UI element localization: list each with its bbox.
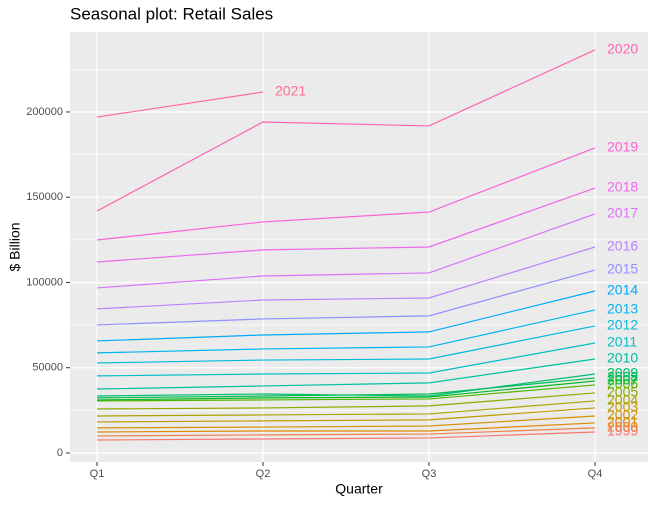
series-line [96,373,596,397]
series-label: 2015 [607,261,638,277]
series-label: 2007 [607,372,638,388]
series-line [96,427,596,437]
series-line [96,269,596,326]
series-label: 2009 [607,365,638,381]
series-line [96,325,596,364]
series-label: 2017 [607,205,638,221]
series-label: 2013 [607,301,638,317]
x-axis-label: Quarter [335,481,383,497]
series-line [96,309,596,354]
panel [70,32,648,462]
series-label: 2019 [607,139,638,155]
series-label: 2005 [607,384,638,400]
y-tick-label: 50000 [32,362,63,374]
series-line [96,392,596,410]
series-line [96,147,596,241]
series-line [96,415,596,429]
series-label: 2011 [607,334,637,350]
series-label: 2016 [607,238,638,254]
series-label: 2008 [607,369,638,385]
series-line [96,49,596,212]
y-axis-label: $ Billion [7,222,23,271]
x-tick-label: Q1 [90,468,105,480]
series-label: 2020 [607,41,638,57]
series-line [96,358,596,390]
series-label: 2003 [607,399,638,415]
y-tick-label: 150000 [26,191,63,203]
x-tick-label: Q2 [256,468,271,480]
series-line [96,342,596,377]
series-label: 2006 [607,376,638,392]
series-label: 2014 [607,282,638,298]
series-label: 2012 [607,317,638,333]
series-line [96,380,596,401]
y-tick-label: 100000 [26,276,63,288]
x-tick-label: Q3 [422,468,437,480]
series-line [96,400,596,417]
series-label: 1999 [607,423,638,439]
series-line [96,187,596,263]
series-line [96,246,596,310]
series-line [96,213,596,289]
x-tick-label: Q4 [588,468,603,480]
series-line [96,422,596,433]
series-line [96,407,596,423]
chart-title: Seasonal plot: Retail Sales [70,4,273,23]
y-tick-label: 200000 [26,106,63,118]
series-label: 2004 [607,392,638,408]
series-line [96,91,264,118]
y-tick-label: 0 [57,447,63,459]
series-label: 2010 [607,350,638,366]
series-line [96,290,596,342]
series-label: 2001 [607,414,638,430]
series-label: 2018 [607,179,638,195]
series-label: 2021 [275,83,306,99]
series-label: 2000 [607,419,638,435]
series-line [96,384,596,402]
series-line [96,431,596,441]
series-label: 2002 [607,407,638,423]
